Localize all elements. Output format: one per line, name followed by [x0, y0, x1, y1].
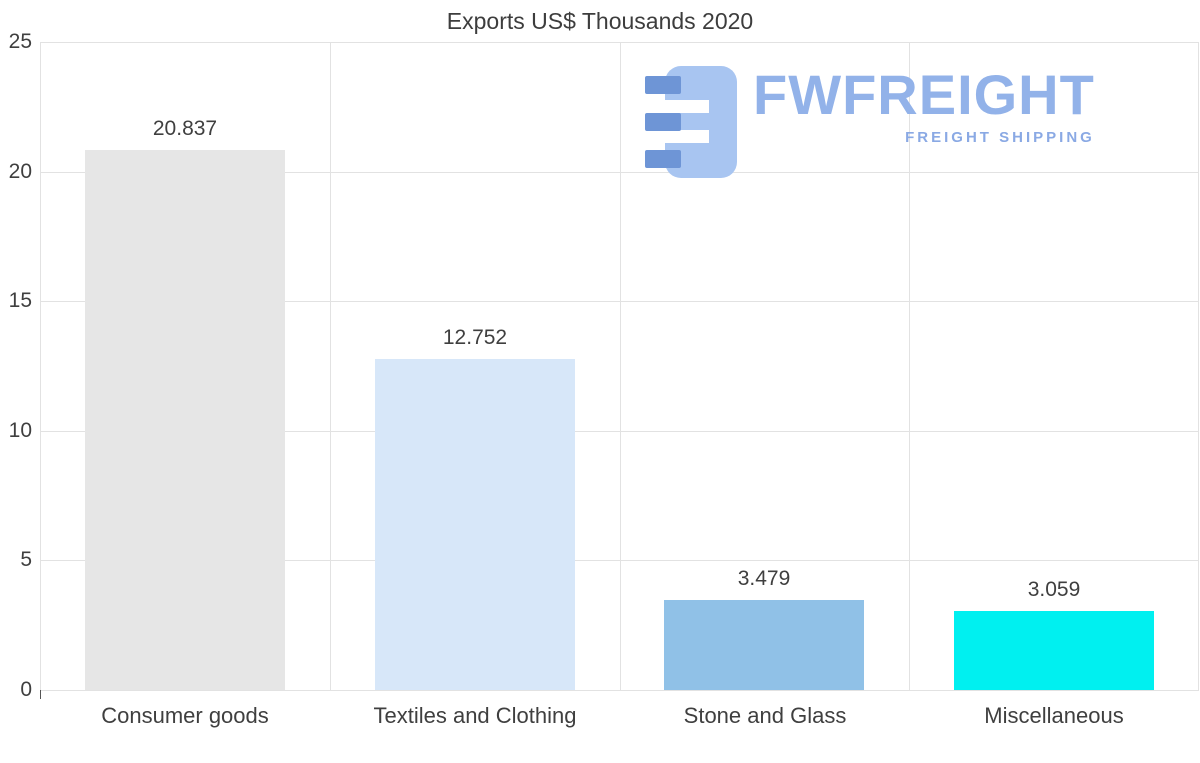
x-axis-label-miscellaneous: Miscellaneous	[984, 703, 1124, 728]
gridline-x-1	[330, 42, 331, 690]
y-axis-label-20: 20	[8, 159, 32, 183]
bar-value-label-consumer-goods: 20.837	[152, 117, 218, 140]
bar-value-label-stone-and-glass: 3.479	[737, 567, 791, 590]
gridline-x-2	[620, 42, 621, 690]
gridline-y-0	[40, 690, 1199, 691]
gridline-y-15	[40, 301, 1199, 303]
bar-value-label-miscellaneous: 3.059	[1027, 578, 1081, 601]
plot-area: 20.837 12.752 3.479 3.059	[40, 42, 1199, 691]
bar-consumer-goods[interactable]	[85, 150, 285, 690]
gridline-y-5	[40, 560, 1199, 562]
y-axis-label-10: 10	[8, 418, 32, 442]
bar-value-label-textiles-and-clothing: 12.752	[442, 326, 508, 349]
bar-textiles-and-clothing[interactable]	[375, 359, 575, 690]
y-axis-label-15: 15	[8, 289, 32, 313]
gridline-y-25	[40, 42, 1199, 43]
gridline-y-20	[40, 171, 1199, 173]
gridline-x-0	[40, 42, 41, 690]
x-axis-tick	[40, 690, 41, 699]
bar-miscellaneous[interactable]	[954, 611, 1154, 690]
x-axis-label-stone-and-glass: Stone and Glass	[683, 703, 847, 728]
chart-title: Exports US$ Thousands 2020	[446, 8, 754, 34]
x-axis-label-consumer-goods: Consumer goods	[101, 703, 269, 728]
y-axis-label-25: 25	[8, 30, 32, 53]
gridline-x-4	[1198, 42, 1199, 690]
gridline-x-3	[909, 42, 910, 690]
x-axis-label-textiles-and-clothing: Textiles and Clothing	[373, 703, 577, 728]
bar-stone-and-glass[interactable]	[664, 600, 864, 690]
y-axis-label-5: 5	[20, 548, 32, 572]
y-axis-label-0: 0	[20, 678, 32, 701]
gridline-y-10	[40, 430, 1199, 432]
